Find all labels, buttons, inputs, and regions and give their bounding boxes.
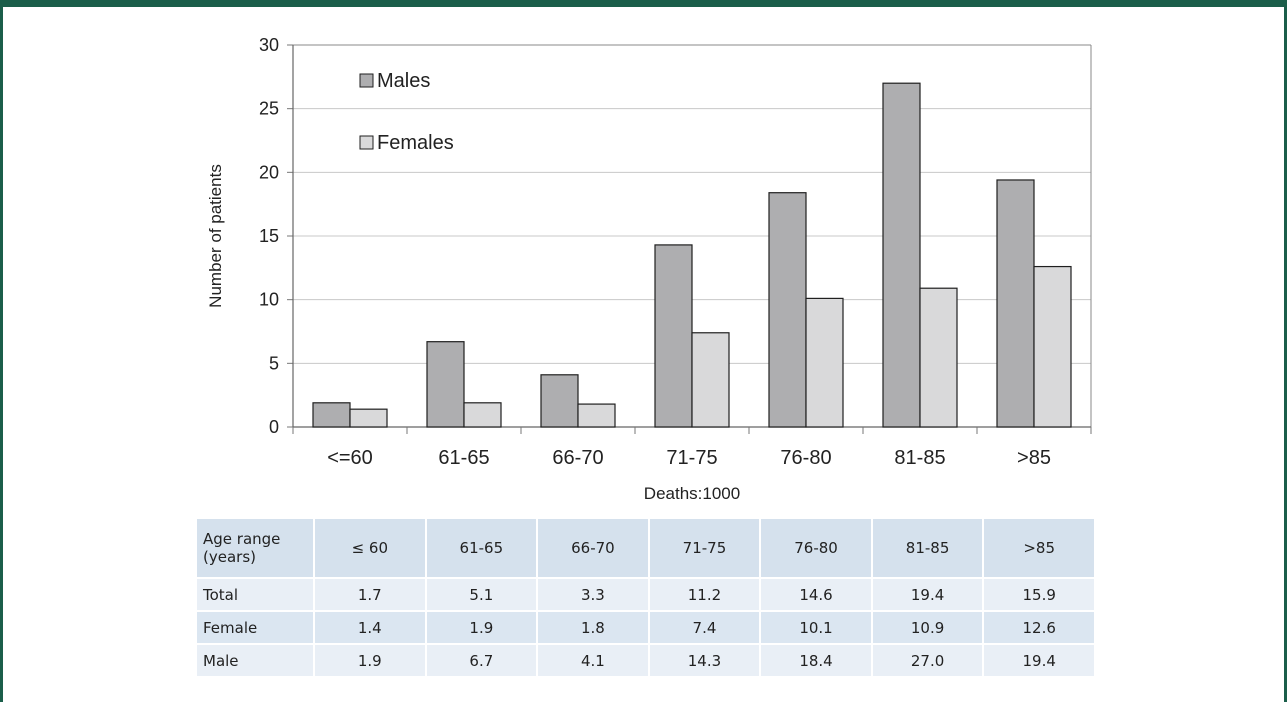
bar-males-5: [882, 82, 921, 428]
table-cell: 10.9: [870, 610, 985, 645]
table-header-cell: 81-85: [870, 517, 985, 579]
table-cell: 14.6: [759, 577, 873, 612]
bar-males-6: [996, 179, 1035, 428]
table-row-label: Male: [195, 643, 315, 678]
table-cell: 1.4: [313, 610, 427, 645]
data-table: Age range (years) ≤ 60 61-65 66-70 71-75…: [195, 517, 1096, 678]
table-header-cell: Age range (years): [195, 517, 315, 579]
y-tick-label: 30: [259, 35, 279, 55]
legend-label-females: Females: [377, 132, 454, 154]
table-cell: 7.4: [647, 610, 762, 645]
table-cell: 19.4: [870, 577, 985, 612]
y-tick-label: 10: [259, 290, 279, 310]
table-row: Total 1.7 5.1 3.3 11.2 14.6 19.4 15.9: [195, 577, 1096, 612]
x-tick-label: >85: [1017, 447, 1051, 469]
x-tick-label: 76-80: [780, 447, 831, 469]
bar-males-0: [312, 402, 351, 428]
table-cell: 27.0: [870, 643, 985, 678]
table-cell: 11.2: [647, 577, 762, 612]
table-header-cell: 61-65: [424, 517, 539, 579]
table-cell: 12.6: [982, 610, 1096, 645]
table-header-cell: >85: [982, 517, 1096, 579]
bar-females-5: [919, 287, 958, 428]
bar-females-4: [805, 297, 844, 428]
bar-males-4: [768, 192, 807, 428]
table-cell: 18.4: [759, 643, 873, 678]
table-header-cell: 71-75: [647, 517, 762, 579]
table-cell: 19.4: [982, 643, 1096, 678]
table-cell: 5.1: [424, 577, 539, 612]
table-row: Male 1.9 6.7 4.1 14.3 18.4 27.0 19.4: [195, 643, 1096, 678]
bar-males-3: [654, 244, 693, 428]
x-tick-label: 61-65: [438, 447, 489, 469]
table-cell: 15.9: [982, 577, 1096, 612]
y-axis-label: Number of patients: [206, 164, 225, 308]
bar-females-6: [1033, 265, 1072, 428]
table-header-cell: 66-70: [536, 517, 650, 579]
y-tick-label: 25: [259, 99, 279, 119]
x-tick-label: 71-75: [666, 447, 717, 469]
legend-swatch-males: [359, 73, 374, 88]
bar-females-1: [463, 402, 502, 428]
table-cell: 3.3: [536, 577, 650, 612]
table-cell: 1.7: [313, 577, 427, 612]
bar-males-1: [426, 341, 465, 428]
table-header-cell: ≤ 60: [313, 517, 427, 579]
table-cell: 1.9: [424, 610, 539, 645]
x-tick-label: 66-70: [552, 447, 603, 469]
bar-males-2: [540, 374, 579, 428]
bar-females-2: [577, 403, 616, 428]
table-cell: 14.3: [647, 643, 762, 678]
x-tick-label: 81-85: [894, 447, 945, 469]
bar-females-0: [349, 408, 388, 428]
y-tick-label: 5: [269, 353, 279, 373]
x-axis-label: Deaths:1000: [644, 484, 740, 503]
table-cell: 6.7: [424, 643, 539, 678]
y-tick-label: 20: [259, 162, 279, 182]
table-cell: 4.1: [536, 643, 650, 678]
bar-chart: 0 5 10 15 20 25 30 <=60 61-65 66-70 71-75 76-80 81-8…: [206, 35, 1092, 503]
table-cell: 10.1: [759, 610, 873, 645]
table-row-label: Female: [195, 610, 315, 645]
table-row-label: Total: [195, 577, 315, 612]
table-cell: 1.9: [313, 643, 427, 678]
y-tick-label: 15: [259, 226, 279, 246]
table-row: Female 1.4 1.9 1.8 7.4 10.1 10.9 12.6: [195, 610, 1096, 645]
legend-label-males: Males: [377, 70, 430, 92]
table-header-row: Age range (years) ≤ 60 61-65 66-70 71-75…: [195, 517, 1096, 579]
y-tick-label: 0: [269, 417, 279, 437]
table-header-cell: 76-80: [759, 517, 873, 579]
bar-females-3: [691, 332, 730, 428]
legend-swatch-females: [359, 135, 374, 150]
table-cell: 1.8: [536, 610, 650, 645]
x-tick-label: <=60: [327, 447, 373, 469]
